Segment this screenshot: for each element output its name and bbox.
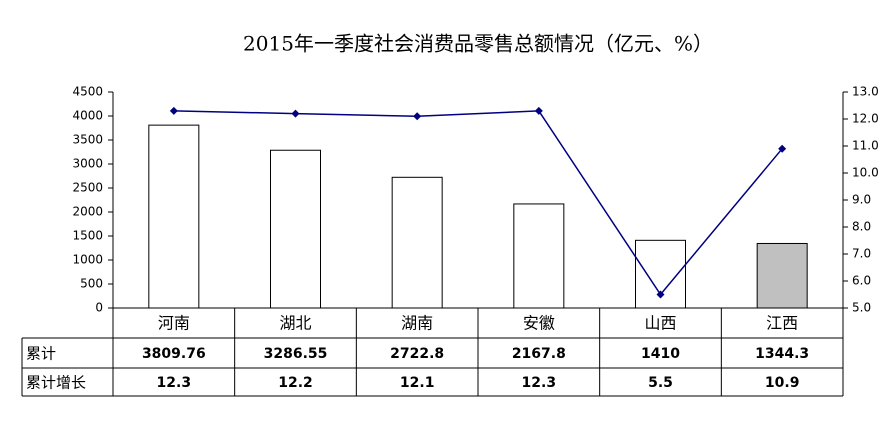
y-tick-label: 2000 <box>72 205 103 219</box>
y2-tick-label: 5.0 <box>852 301 871 315</box>
line-marker <box>413 112 422 121</box>
table-cell: 2722.8 <box>390 346 444 362</box>
y-tick-label: 3000 <box>72 157 103 171</box>
y2-tick-label: 10.0 <box>852 166 879 180</box>
bar <box>148 124 200 309</box>
x-tick-label: 湖南 <box>401 314 433 333</box>
table-cell: 1344.3 <box>755 346 809 362</box>
line-marker <box>656 290 665 299</box>
line-marker <box>778 144 787 153</box>
bar <box>270 149 321 309</box>
bar <box>513 203 565 309</box>
y2-tick-label: 6.0 <box>852 274 871 288</box>
x-tick-label: 安徽 <box>523 314 555 333</box>
table-cell: 2167.8 <box>512 346 566 362</box>
table-cell: 10.9 <box>765 375 800 391</box>
table-cell: 12.1 <box>400 375 435 391</box>
line <box>173 110 783 296</box>
x-tick-label: 河南 <box>158 314 190 333</box>
table-row-label: 累计 <box>26 345 56 363</box>
y-tick-label: 1000 <box>72 253 103 267</box>
x-tick-label: 山西 <box>644 314 676 333</box>
y-tick-label: 4500 <box>72 85 103 99</box>
line-marker <box>169 106 178 115</box>
y-tick-label: 4000 <box>72 109 103 123</box>
table-cell: 12.2 <box>278 375 313 391</box>
table-cell: 3809.76 <box>142 346 206 362</box>
table-cell: 12.3 <box>157 375 192 391</box>
bar <box>391 176 443 309</box>
table-cell: 12.3 <box>522 375 557 391</box>
line-marker <box>534 106 543 115</box>
table-cell: 3286.55 <box>264 346 328 362</box>
table-cell: 5.5 <box>648 375 673 391</box>
y2-tick-label: 13.0 <box>852 85 879 99</box>
chart-title: 2015年一季度社会消费品零售总额情况（亿元、%） <box>243 32 713 56</box>
y2-tick-label: 8.0 <box>852 220 871 234</box>
y-tick-label: 500 <box>80 277 103 291</box>
line-marker <box>291 109 300 118</box>
table-cell: 1410 <box>641 346 680 362</box>
y-tick-label: 1500 <box>72 229 103 243</box>
y-tick-label: 3500 <box>72 133 103 147</box>
y2-tick-label: 11.0 <box>852 139 879 153</box>
x-tick-label: 江西 <box>766 314 798 333</box>
bar <box>756 242 808 309</box>
y2-tick-label: 12.0 <box>852 112 879 126</box>
x-tick-label: 湖北 <box>279 314 311 333</box>
y2-tick-label: 7.0 <box>852 247 871 261</box>
y-tick-label: 0 <box>95 301 103 315</box>
y-tick-label: 2500 <box>72 181 103 195</box>
table-row-label: 累计增长 <box>26 374 86 392</box>
y2-tick-label: 9.0 <box>852 193 871 207</box>
